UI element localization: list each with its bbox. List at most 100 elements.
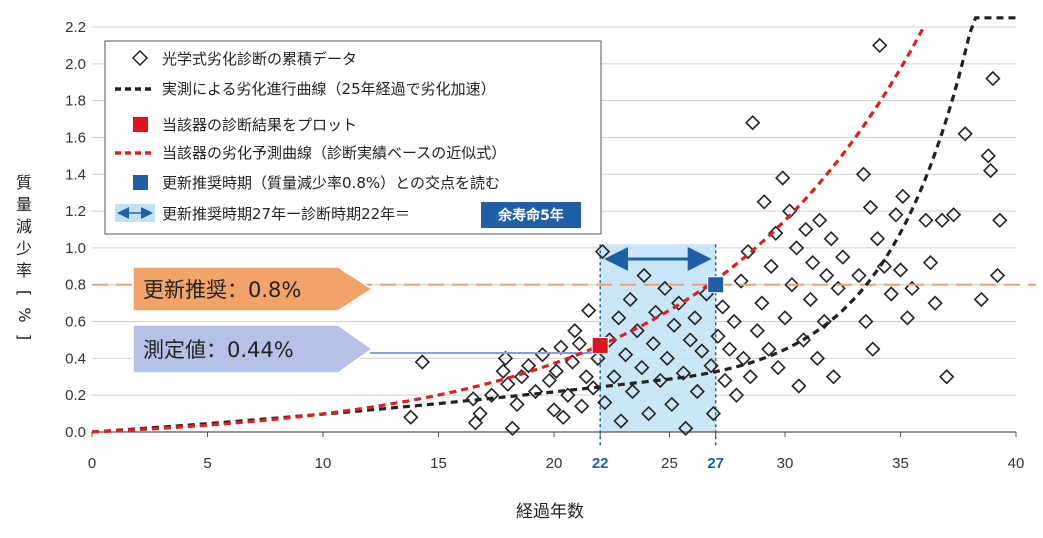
- data-point: [634, 359, 650, 376]
- data-point: [546, 402, 562, 418]
- data-point: [775, 170, 791, 186]
- data-point: [611, 310, 627, 326]
- y-axis-label: 質量減少率 [%]: [15, 173, 34, 340]
- data-point: [768, 225, 784, 241]
- data-point: [745, 115, 761, 131]
- remaining-life-badge: [481, 202, 581, 228]
- y-axis-label-char: %: [15, 307, 34, 322]
- data-point: [509, 396, 525, 413]
- data-point: [888, 207, 904, 223]
- data-point: [855, 166, 872, 182]
- data-point: [721, 341, 738, 357]
- x-tick-label: 5: [203, 455, 211, 472]
- x-tick-label: 27: [707, 455, 724, 472]
- data-point: [555, 409, 571, 425]
- data-point: [495, 363, 511, 379]
- data-point: [899, 310, 916, 326]
- data-point: [497, 350, 514, 366]
- data-point: [798, 221, 814, 238]
- data-point: [934, 212, 950, 228]
- data-point: [777, 310, 793, 326]
- data-point: [742, 369, 758, 385]
- data-point: [927, 295, 943, 311]
- legend-item-2: 実測による劣化進行曲線（25年経過で劣化加速）: [162, 80, 496, 98]
- data-point: [645, 336, 661, 352]
- data-point: [761, 341, 777, 357]
- legend-item-1: 光学式劣化診断の累積データ: [162, 50, 357, 68]
- y-tick-label: 1.6: [65, 129, 86, 146]
- data-point: [812, 212, 828, 228]
- data-point: [985, 70, 1001, 87]
- data-point: [514, 369, 530, 385]
- data-point: [945, 207, 962, 223]
- x-tick-label: 22: [592, 455, 609, 472]
- data-point: [825, 369, 842, 385]
- data-point: [483, 387, 500, 403]
- data-point: [617, 347, 634, 363]
- data-point: [918, 212, 934, 228]
- data-point: [872, 37, 888, 54]
- x-tick-label: 30: [777, 455, 794, 472]
- data-point: [567, 323, 583, 339]
- data-point: [883, 286, 899, 302]
- y-axis-label-char: 減: [16, 217, 32, 236]
- y-tick-label: 0.4: [65, 350, 86, 367]
- data-point: [823, 231, 839, 247]
- y-tick-label: 0.0: [65, 424, 86, 441]
- data-point: [705, 405, 722, 422]
- legend-item-4: 当該器の劣化予測曲線（診断実績ベースの近似式）: [162, 144, 506, 162]
- y-axis-label-char: [: [15, 290, 34, 296]
- data-point: [805, 255, 821, 271]
- data-point: [560, 387, 576, 403]
- data-point: [862, 199, 879, 216]
- data-point: [597, 394, 613, 411]
- data-point: [973, 291, 989, 308]
- y-tick-label: 2.0: [65, 56, 86, 73]
- data-point: [710, 328, 726, 344]
- data-point: [541, 372, 558, 389]
- measured-curve: [91, 16, 1016, 434]
- data-point: [939, 369, 955, 385]
- data-point: [728, 387, 745, 403]
- data-point: [678, 420, 694, 436]
- recommend-point: [707, 276, 725, 294]
- legend: 光学式劣化診断の累積データ 実測による劣化進行曲線（25年経過で劣化加速） 当該…: [104, 40, 602, 235]
- data-point: [756, 194, 772, 210]
- data-point: [548, 363, 564, 379]
- prediction-curve: [91, 26, 926, 434]
- data-point: [652, 372, 668, 389]
- data-point: [717, 372, 733, 389]
- diagnosis-point: [591, 336, 609, 354]
- legend-item-6: 更新推奨時期27年ー診断時期22年＝: [162, 205, 410, 223]
- data-point: [992, 212, 1008, 228]
- data-point: [989, 267, 1006, 284]
- data-point: [809, 350, 825, 366]
- data-point: [703, 358, 719, 374]
- data-point: [714, 299, 731, 315]
- data-point: [657, 280, 673, 297]
- data-point: [922, 255, 939, 271]
- data-point: [892, 262, 909, 278]
- x-tick-label: 35: [892, 455, 909, 472]
- data-point: [675, 365, 691, 381]
- x-tick-label: 20: [546, 455, 563, 472]
- data-point: [659, 350, 675, 366]
- threshold-callout-text: 更新推奨：0.8%: [143, 278, 301, 302]
- data-point: [520, 358, 537, 374]
- data-point: [784, 277, 800, 293]
- data-point: [858, 313, 874, 330]
- data-point: [414, 354, 430, 370]
- data-point: [571, 336, 588, 352]
- data-point: [504, 420, 521, 436]
- data-point: [770, 359, 786, 376]
- data-point: [682, 332, 698, 348]
- data-point: [624, 383, 641, 400]
- data-point: [403, 409, 419, 425]
- remaining-life-badge-text: 余寿命5年: [497, 207, 564, 224]
- data-point: [830, 280, 846, 297]
- threshold-callout: 更新推奨：0.8%: [132, 266, 374, 312]
- data-point: [687, 310, 703, 326]
- data-point: [694, 343, 710, 359]
- data-point: [590, 350, 606, 366]
- data-point: [735, 350, 752, 366]
